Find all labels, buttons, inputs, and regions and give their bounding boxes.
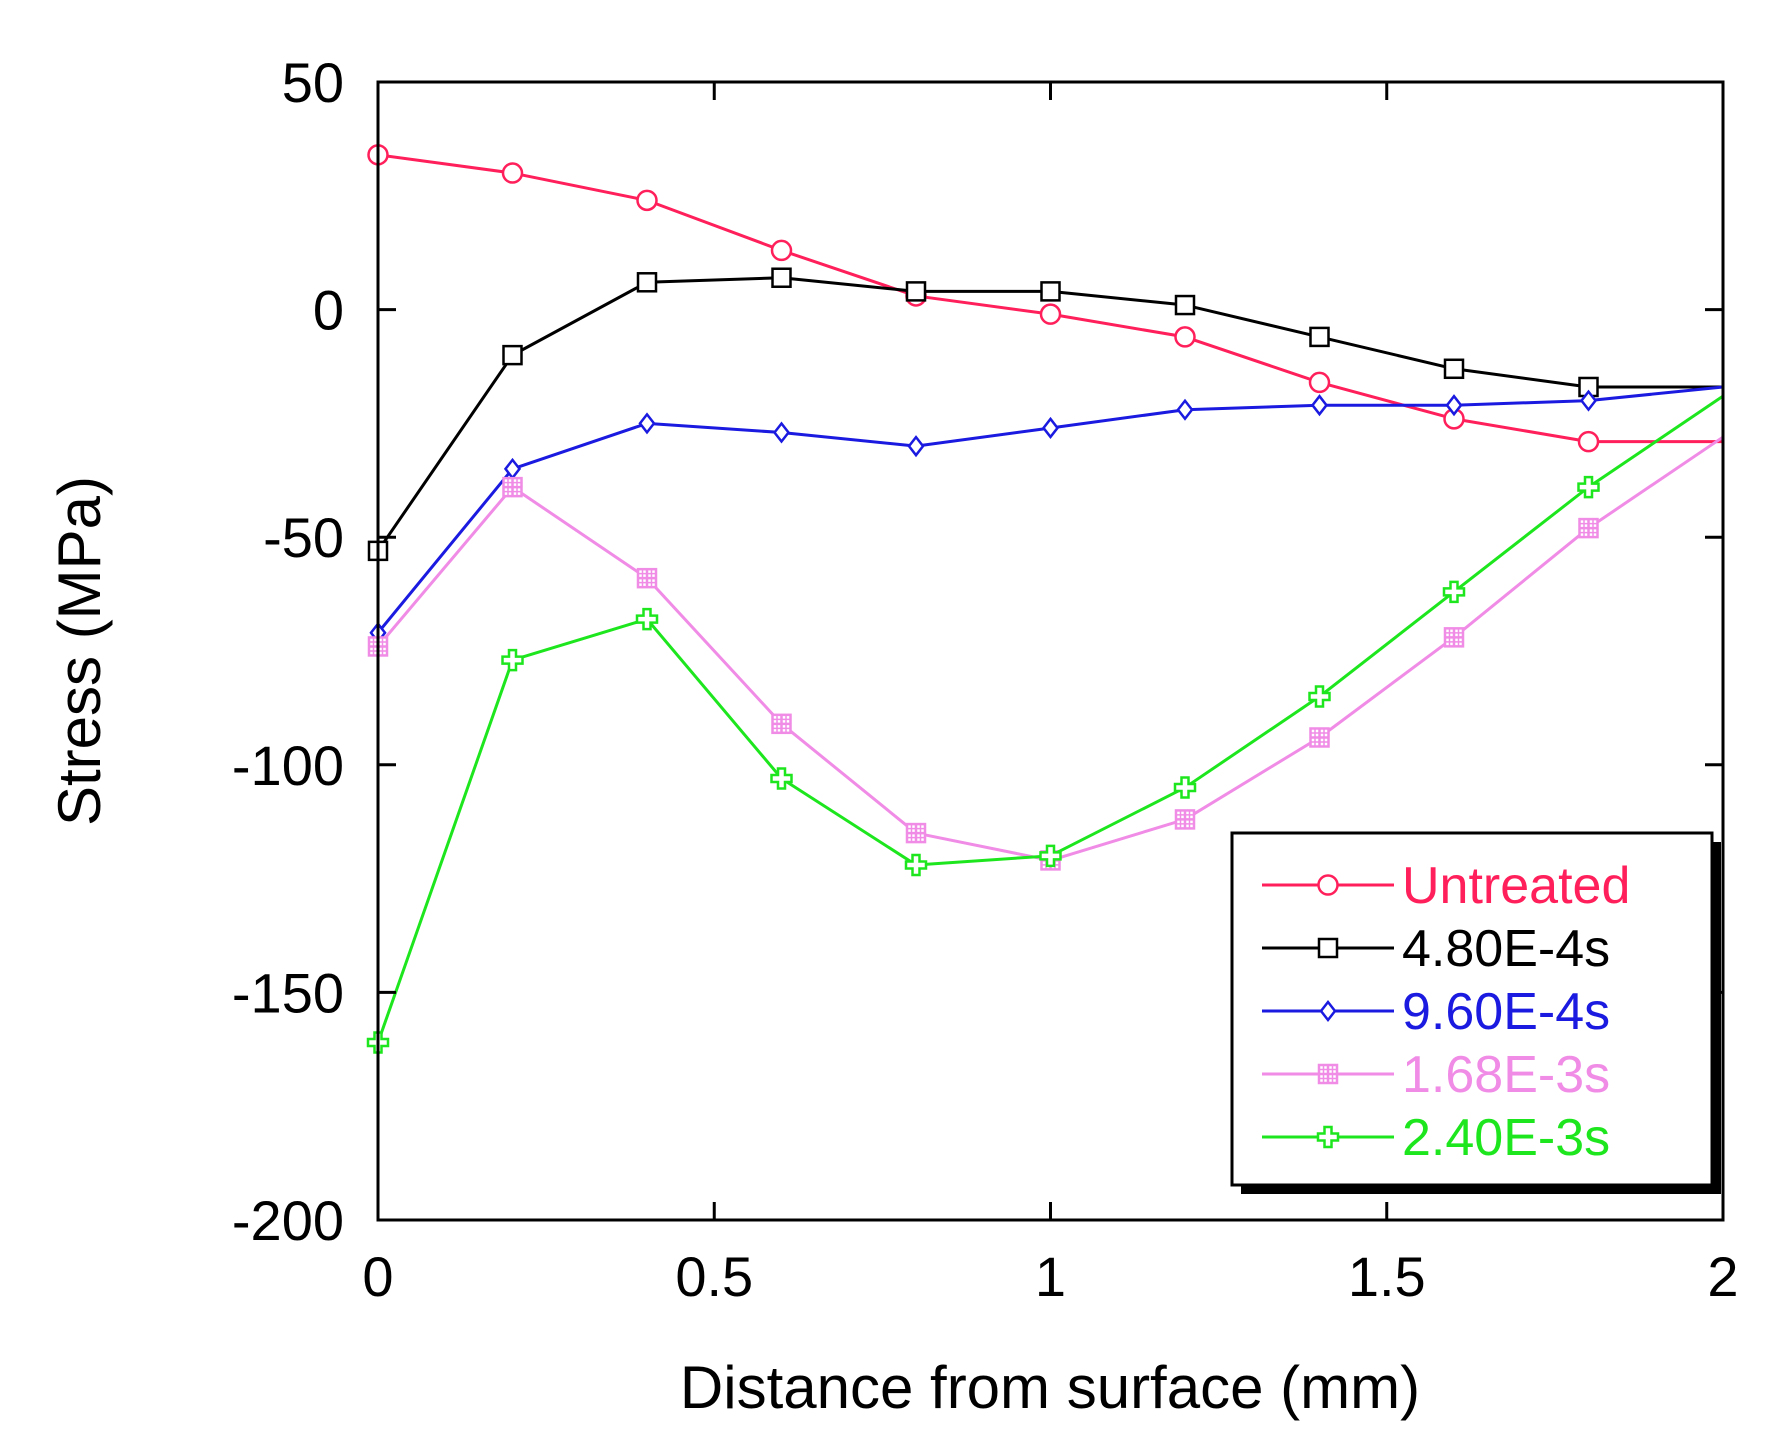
data-point xyxy=(636,567,658,589)
data-point xyxy=(638,412,656,435)
data-point xyxy=(1174,294,1196,316)
data-point xyxy=(1309,326,1330,348)
legend-item: 1.68E-3s xyxy=(1262,1046,1610,1104)
legend-label: 1.68E-3s xyxy=(1402,1046,1610,1104)
legend-item: Untreated xyxy=(1262,857,1630,915)
plot-area xyxy=(366,144,1724,1054)
series-4.80E-4s xyxy=(367,267,1723,562)
legend: Untreated4.80E-4s9.60E-4s1.68E-3s2.40E-3… xyxy=(1230,831,1721,1194)
series-9.60E-4s xyxy=(369,385,1724,644)
data-point xyxy=(1176,398,1194,421)
legend-item: 2.40E-3s xyxy=(1262,1109,1610,1167)
data-point xyxy=(636,189,658,212)
legend-item: 4.80E-4s xyxy=(1262,920,1610,978)
x-tick-label: 0 xyxy=(362,1245,393,1308)
data-point xyxy=(1443,627,1465,648)
y-tick-label: 0 xyxy=(313,279,344,342)
data-point xyxy=(502,476,523,498)
x-tick-label: 1.5 xyxy=(1348,1245,1426,1308)
legend-label: 4.80E-4s xyxy=(1402,920,1610,978)
y-axis-title: Stress (MPa) xyxy=(46,476,113,826)
data-point xyxy=(1310,394,1329,417)
data-point xyxy=(905,822,927,844)
legend-marker xyxy=(1319,999,1337,1023)
legend-label: 9.60E-4s xyxy=(1402,983,1610,1041)
data-point xyxy=(905,281,927,302)
data-point xyxy=(636,272,658,293)
legend-marker xyxy=(1317,1063,1339,1085)
data-point xyxy=(771,713,792,735)
x-tick-label: 0.5 xyxy=(675,1245,753,1308)
y-tick-label: 50 xyxy=(282,51,344,114)
data-point xyxy=(1442,580,1466,604)
y-tick-label: -200 xyxy=(232,1189,344,1252)
data-point xyxy=(501,648,524,672)
data-point xyxy=(1039,303,1062,325)
legend-label: 2.40E-3s xyxy=(1402,1109,1610,1167)
data-point xyxy=(501,162,524,184)
data-point xyxy=(907,435,925,458)
data-point xyxy=(1174,809,1196,830)
series-2.40E-3s xyxy=(366,394,1724,1054)
data-point xyxy=(1040,281,1061,302)
data-point xyxy=(772,421,791,444)
legend-marker xyxy=(1317,874,1339,896)
data-point xyxy=(1308,685,1331,708)
data-point xyxy=(1579,389,1598,412)
legend-marker xyxy=(1316,1125,1340,1149)
series-1.68E-3s xyxy=(367,435,1724,871)
data-point xyxy=(1578,517,1599,539)
data-point xyxy=(904,853,928,877)
x-axis-title: Distance from surface (mm) xyxy=(680,1354,1420,1421)
y-tick-label: -150 xyxy=(232,961,344,1024)
data-point xyxy=(1173,776,1197,799)
data-point xyxy=(1309,727,1330,748)
data-point xyxy=(635,607,659,631)
legend-label: Untreated xyxy=(1402,857,1630,915)
data-point xyxy=(1577,430,1600,453)
data-point xyxy=(1039,844,1062,868)
series-line xyxy=(376,435,1724,862)
axes: 0 0.5 1 1.5 2 50 0 -50 -100 -150 -200 xyxy=(232,51,1739,1308)
data-point xyxy=(1443,358,1465,380)
y-tick-label: -50 xyxy=(263,506,344,569)
x-tick-label: 2 xyxy=(1707,1245,1738,1308)
data-point xyxy=(770,767,793,790)
legend-box xyxy=(1230,831,1714,1187)
data-point xyxy=(1308,371,1331,394)
data-point xyxy=(1577,475,1600,499)
data-point xyxy=(770,239,793,262)
data-point xyxy=(502,344,523,366)
data-point xyxy=(1041,416,1060,439)
x-tick-label: 1 xyxy=(1035,1245,1066,1308)
data-point xyxy=(1174,326,1196,348)
y-tick-label: -100 xyxy=(232,734,344,797)
data-point xyxy=(771,267,792,288)
data-point xyxy=(1445,394,1463,417)
legend-item: 9.60E-4s xyxy=(1262,983,1610,1041)
legend-marker xyxy=(1317,937,1339,959)
